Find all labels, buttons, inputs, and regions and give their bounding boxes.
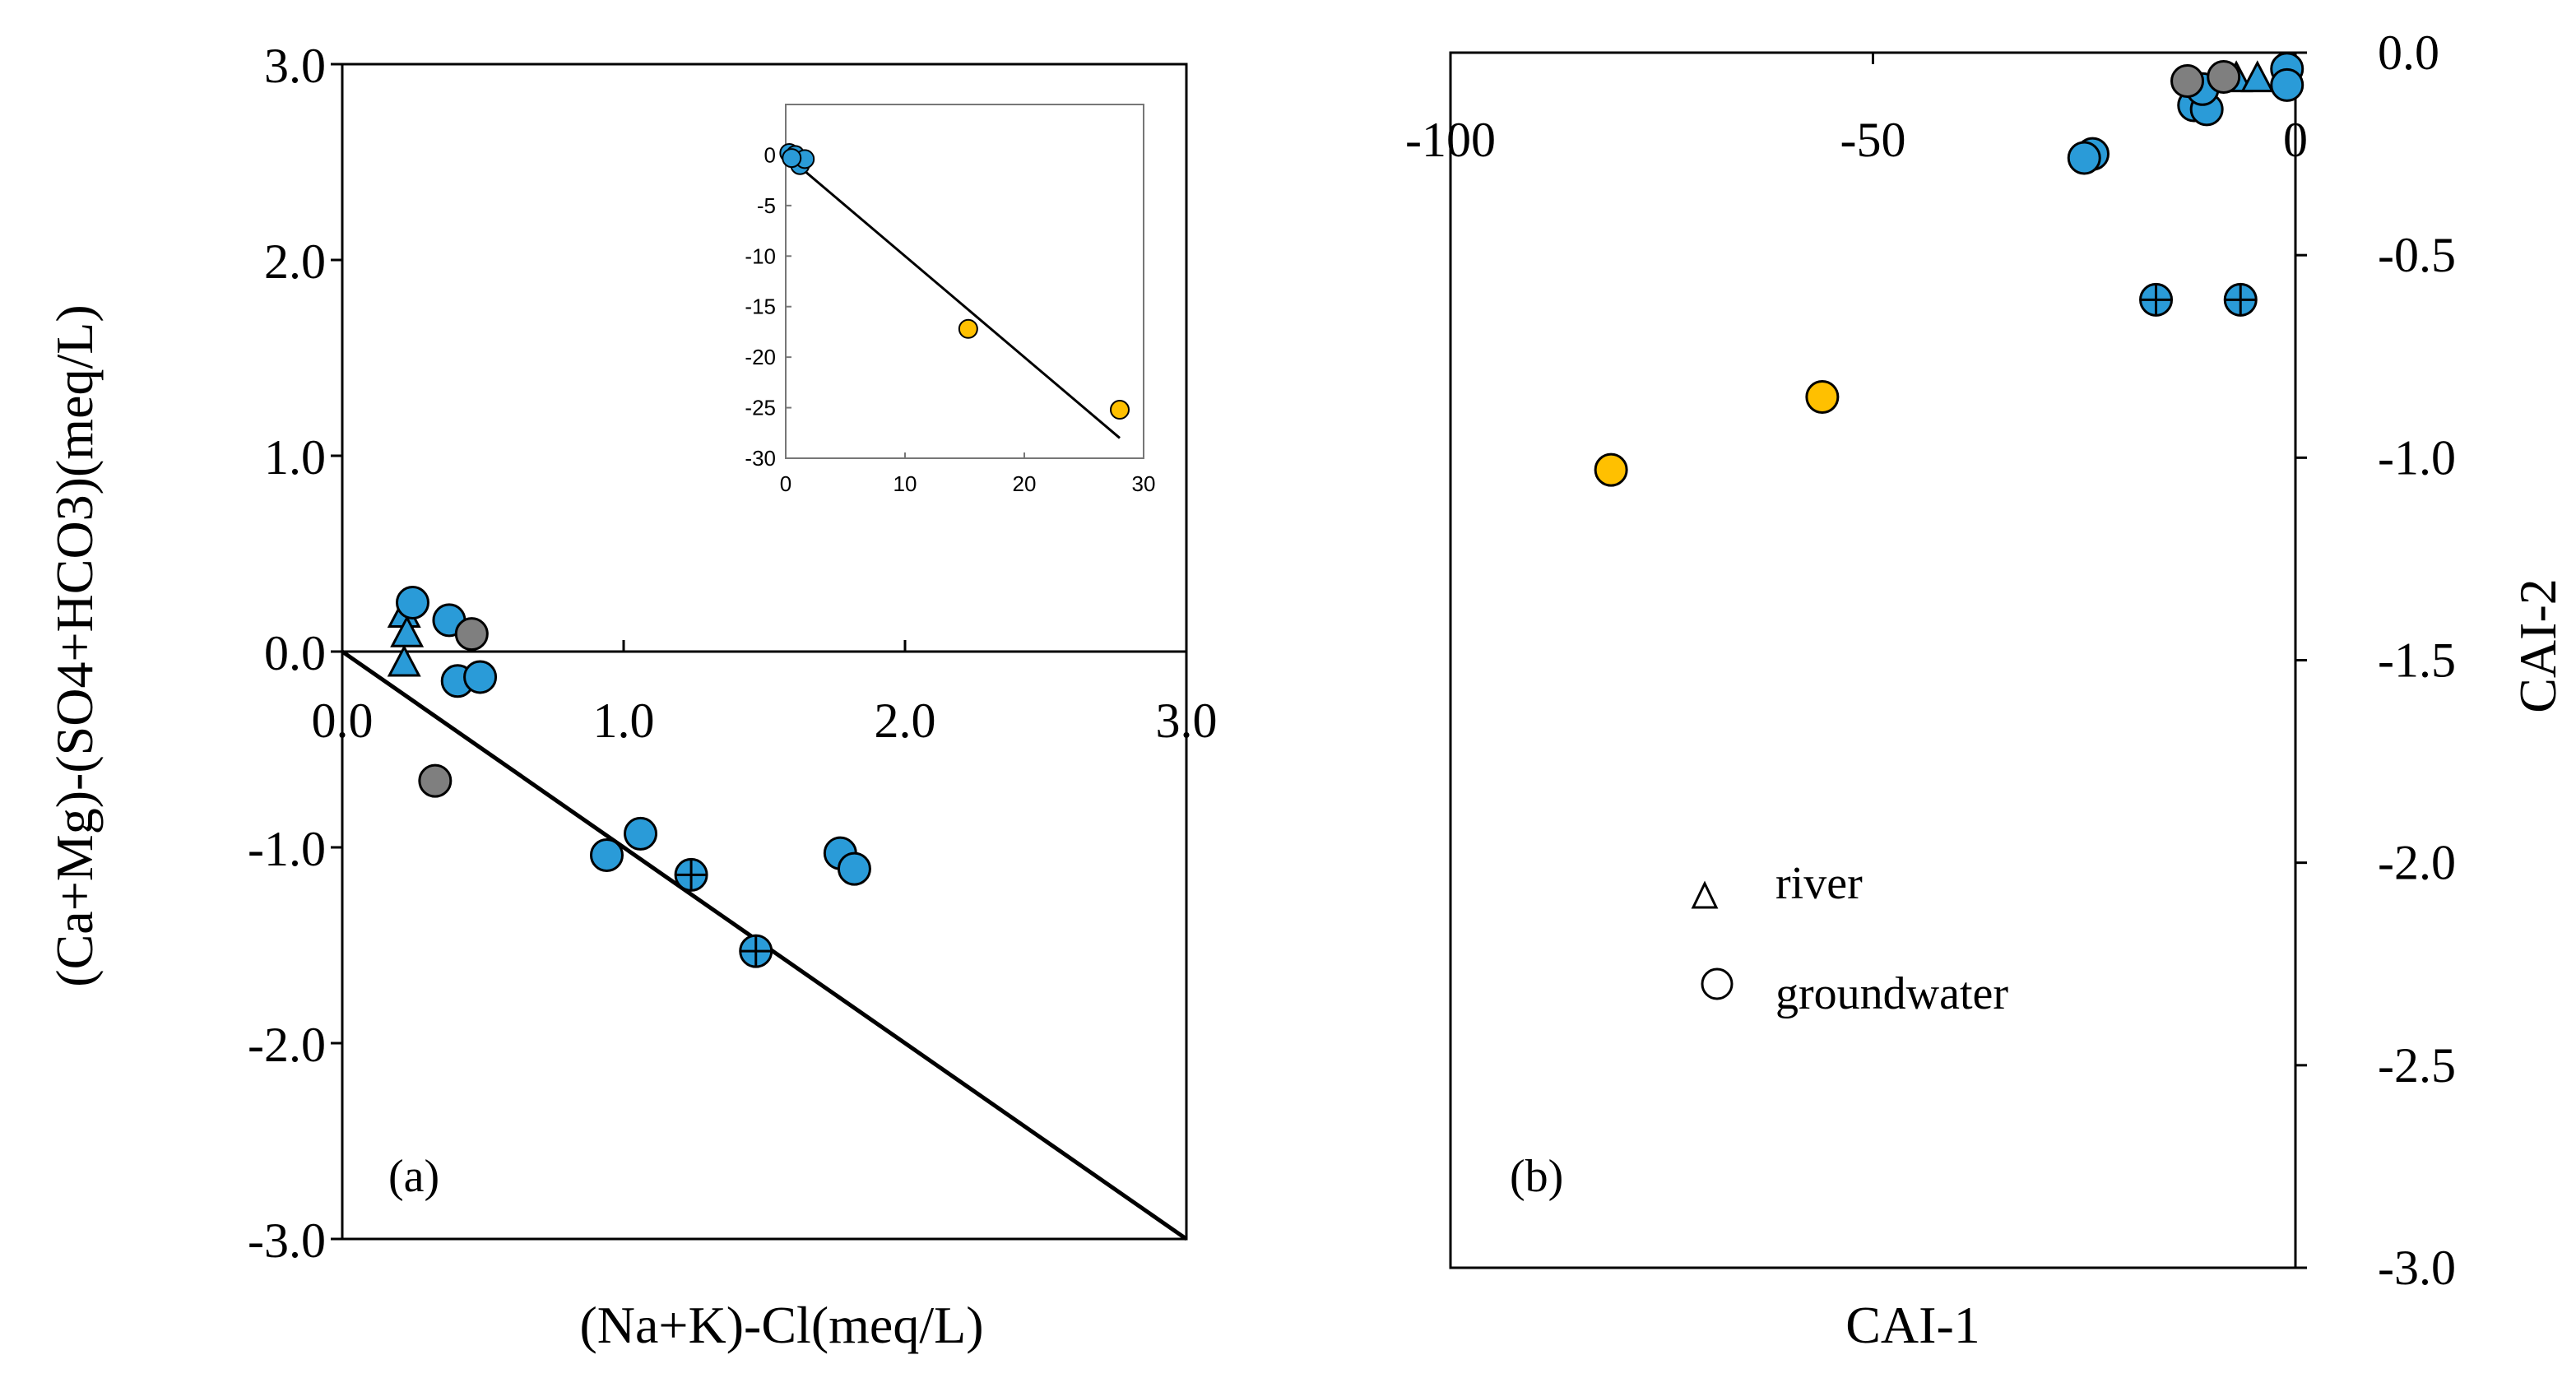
panel-b-y-tick-label: -1.5: [2378, 633, 2456, 688]
panel-b-point-groundwater-orange: [1594, 452, 1628, 487]
panel-a-point-groundwater: [396, 586, 429, 619]
inset-chart: 0-5-10-15-20-25-300 10 20 30: [745, 104, 1155, 496]
panel-b-legend: river groundwater: [1691, 858, 2008, 1019]
panel-b-point-groundwater-gray: [2170, 63, 2205, 98]
panel-a-x-axis-title: (Na+K)-Cl(meq/L): [579, 1296, 983, 1354]
panel-a-y-tick-label: -3.0: [248, 1213, 326, 1268]
inset-x-tick-label: 10: [893, 471, 917, 496]
inset-y-tick-label: -25: [745, 396, 776, 420]
inset-ticks: 0-5-10-15-20-25-300 10 20 30: [745, 142, 1155, 496]
panel-b-y-tick-label: -2.5: [2378, 1038, 2456, 1093]
inset-points: [779, 142, 1130, 420]
panel-a-point-groundwater-gray: [418, 763, 453, 798]
panel-a-y-tick-label: 2.0: [264, 234, 326, 289]
panel-a-y-tick-label: 1.0: [264, 430, 326, 485]
panel-b-point-groundwater-orange: [1805, 379, 1840, 414]
panel-a: 3.0 2.0 1.0 0.0 -1.0 -2.0 -3.0 0.0 1.0 2.0 3.0 (a)…: [45, 39, 1218, 1354]
panel-b-x-tick-label: -50: [1840, 113, 1906, 167]
panel-b-point-river: [2240, 60, 2275, 93]
panel-b-point-groundwater: [2270, 67, 2304, 102]
panel-b-ticks: 0.0 -0.5 -1.0 -1.5 -2.0 -2.5 -3.0 -100 -50 0: [1405, 26, 2456, 1295]
panel-a-y-tick-label: -1.0: [248, 822, 326, 876]
inset-y-tick-label: -10: [745, 244, 776, 268]
legend-groundwater-marker: [1701, 967, 1734, 1000]
inset-point-groundwater: [782, 148, 802, 169]
panel-a-label: (a): [388, 1151, 439, 1202]
inset-x-tick-label: 30: [1132, 471, 1156, 496]
inset-y-tick-label: -5: [757, 193, 776, 218]
inset-y-tick-label: -20: [745, 345, 776, 369]
legend-groundwater-label: groundwater: [1775, 968, 2008, 1019]
panel-a-y-axis-title: (Ca+Mg)-(SO4+HCO3)(meq/L): [45, 304, 104, 986]
panel-b-x-tick-label: -100: [1405, 113, 1496, 167]
panel-a-point-river: [390, 615, 425, 647]
panel-b: 0.0-0.5-1.0-1.5-2.0-2.5-3.0-100 -50 0 (b) …: [1405, 26, 2567, 1354]
panel-a-point-river: [387, 644, 421, 677]
inset-reference-line: [785, 154, 1121, 439]
inset-x-tick-label: 20: [1013, 471, 1037, 496]
panel-b-frame: [1449, 51, 2297, 1269]
panel-a-y-tick-label: -2.0: [248, 1018, 326, 1072]
panel-b-y-tick-label: -1.0: [2378, 430, 2456, 485]
panel-b-point-groundwater: [2067, 141, 2101, 175]
panel-a-point-groundwater: [837, 851, 871, 886]
panel-a-ticks: 3.0 2.0 1.0 0.0 -1.0 -2.0 -3.0 0.0 1.0 2.0 3.0: [248, 39, 1217, 1268]
legend-river-marker: [1691, 880, 1719, 909]
panel-b-y-tick-label: 0.0: [2378, 26, 2439, 80]
panel-b-y-tick-label: -2.0: [2378, 836, 2456, 890]
inset-y-tick-label: -30: [745, 446, 776, 471]
inset-point-groundwater-orange: [1110, 400, 1130, 420]
panel-a-x-tick-label: 2.0: [875, 694, 936, 748]
panel-a-point-groundwater-gray: [454, 617, 489, 652]
inset-point-groundwater-orange: [958, 318, 978, 339]
inset-x-tick-label: 0: [780, 471, 791, 496]
inset-frame: [785, 104, 1144, 459]
legend-river-label: river: [1775, 858, 1863, 909]
panel-a-point-groundwater: [624, 816, 658, 851]
inset-y-tick-label: -15: [745, 295, 776, 319]
panel-a-point-groundwater: [463, 660, 498, 694]
panel-a-points: [387, 586, 871, 968]
panel-b-y-tick-label: -0.5: [2378, 228, 2456, 282]
panel-b-points: [1594, 52, 2304, 487]
panel-a-y-tick-label: 3.0: [264, 39, 326, 93]
inset-y-tick-label: 0: [764, 142, 776, 167]
panel-b-x-tick-label: 0: [2283, 113, 2308, 167]
panel-b-label: (b): [1510, 1151, 1563, 1202]
panel-a-y-tick-label: 0.0: [264, 626, 326, 680]
panel-a-x-tick-label: 0.0: [312, 694, 374, 748]
panel-a-x-tick-label: 1.0: [593, 694, 655, 748]
panel-b-y-tick-label: -3.0: [2378, 1241, 2456, 1295]
panel-a-x-tick-label: 3.0: [1156, 694, 1218, 748]
panel-a-point-groundwater: [589, 838, 624, 873]
panel-b-point-groundwater-gray: [2207, 60, 2241, 95]
panel-b-y-axis-title: CAI-2: [2509, 578, 2567, 713]
panel-b-x-axis-title: CAI-1: [1845, 1296, 1980, 1354]
